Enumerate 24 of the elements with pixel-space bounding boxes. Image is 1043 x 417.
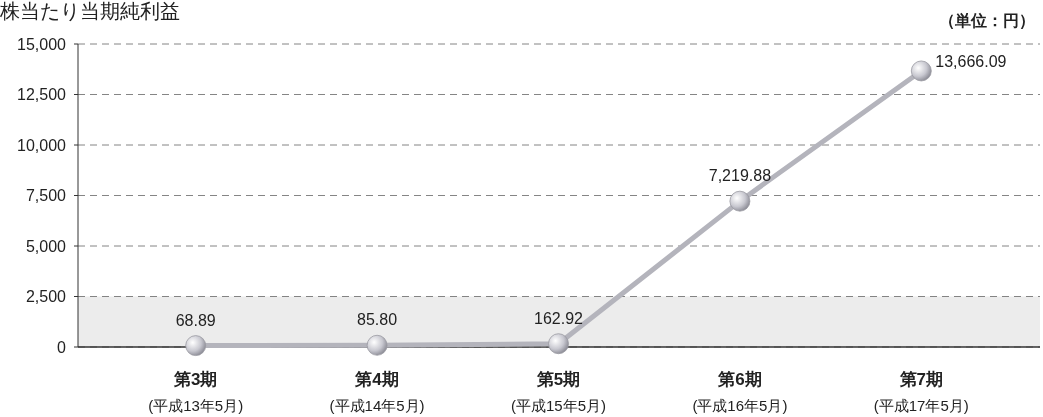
text: 13,666.09: [935, 52, 1007, 70]
x-tick-label: 第7期 (平成17年5月): [873, 370, 969, 414]
y-tick-label: 0: [57, 338, 67, 356]
text: 162.92: [534, 309, 583, 327]
point: [729, 190, 751, 212]
x-tick-label: 第6期 (平成16年5月): [692, 370, 788, 414]
point: [366, 334, 388, 356]
y-tick-label: 7,500: [25, 187, 67, 205]
x-tick-label: 第4期 (平成14年5月): [329, 370, 425, 414]
text: 7,219.88: [708, 167, 772, 185]
y-tick-label: 10,000: [17, 136, 67, 154]
y-tick-label: 5,000: [25, 237, 67, 255]
x-tick-label: 第5期 (平成15年5月): [510, 370, 607, 414]
y-tick-label: 12,500: [17, 86, 67, 104]
y-tick-label: 15,000: [17, 35, 67, 53]
point: [910, 60, 932, 82]
x-tick-label: 第3期 (平成13年5月): [148, 370, 244, 414]
text: 85.80: [357, 311, 398, 329]
point: [185, 335, 207, 357]
text: 68.89: [175, 311, 216, 329]
y-tick-label: 2,500: [25, 288, 67, 306]
chart-title: 株当たり当期純利益: [0, 0, 180, 22]
point: [548, 333, 569, 355]
text: （単位：円）: [939, 12, 1035, 30]
